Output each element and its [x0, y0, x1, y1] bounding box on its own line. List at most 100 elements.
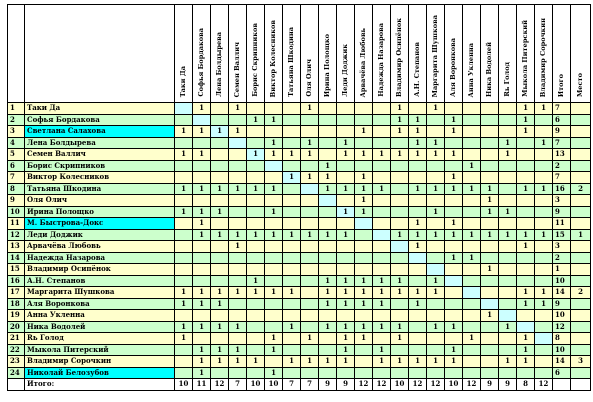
vote-cell: 1: [300, 228, 319, 241]
vote-cell: 1: [318, 228, 337, 241]
vote-cell: [462, 263, 481, 276]
column-total: 12: [426, 378, 445, 391]
vote-cell: [498, 343, 517, 356]
vote-cell: [462, 113, 481, 126]
vote-cell: [336, 217, 355, 230]
vote-cell: 1: [300, 102, 319, 115]
vote-cell: 1: [300, 148, 319, 161]
row-total: 2: [552, 159, 571, 172]
vote-cell: [498, 251, 517, 264]
vote-cell: [426, 240, 445, 253]
vote-cell: [444, 274, 463, 287]
vote-cell: 1: [300, 332, 319, 345]
row-total: 1: [552, 263, 571, 276]
vote-cell: 1: [462, 251, 481, 264]
vote-cell: [246, 309, 265, 322]
vote-cell: [462, 343, 481, 356]
vote-cell: 1: [426, 182, 445, 195]
vote-cell: [372, 125, 391, 138]
vote-cell: [336, 102, 355, 115]
vote-cell: [228, 113, 247, 126]
table-row: 21 Rь Голод 1 1 1 1 1 1 1 1 8: [7, 332, 591, 345]
vote-cell: [534, 171, 553, 184]
vote-cell: 1: [174, 286, 193, 299]
participant-name: Владимир Сорочкин: [24, 355, 175, 368]
column-header: Владимир Сорочкин: [534, 4, 553, 103]
vote-cell: [354, 355, 373, 368]
vote-cell: 1: [192, 217, 211, 230]
vote-cell: [408, 159, 427, 172]
vote-cell: [264, 125, 283, 138]
vote-cell: [228, 205, 247, 218]
row-total: 14: [552, 355, 571, 368]
vote-cell: [426, 125, 445, 138]
vote-cell: 1: [372, 355, 391, 368]
column-total: 9: [318, 378, 337, 391]
column-header: Борис Скрипников: [246, 4, 265, 103]
vote-cell: 1: [426, 286, 445, 299]
participant-name: Таки Да: [24, 102, 175, 115]
vote-cell: [228, 159, 247, 172]
vote-cell: [282, 194, 301, 207]
participant-name: Владимир Осипёнок: [24, 263, 175, 276]
vote-cell: 1: [444, 148, 463, 161]
vote-cell: [336, 309, 355, 322]
vote-cell: [336, 263, 355, 276]
vote-cell: [282, 113, 301, 126]
vote-cell: 1: [174, 332, 193, 345]
total-header: Итого: [552, 4, 571, 103]
vote-cell: 1: [228, 320, 247, 333]
vote-cell: [462, 171, 481, 184]
vote-cell: [462, 366, 481, 379]
vote-cell: [372, 332, 391, 345]
row-place: [570, 125, 591, 138]
vote-cell: [336, 113, 355, 126]
vote-cell: 1: [264, 182, 283, 195]
vote-cell: 1: [210, 125, 229, 138]
participant-name: Леди Доджик: [24, 228, 175, 241]
vote-cell: 1: [534, 182, 553, 195]
vote-cell: [372, 228, 391, 241]
vote-cell: 1: [210, 320, 229, 333]
vote-cell: [480, 125, 499, 138]
row-total: 13: [552, 148, 571, 161]
column-header: Rь Голод: [498, 4, 517, 103]
row-place: [570, 274, 591, 287]
column-header: Леди Доджик: [336, 4, 355, 103]
vote-cell: [210, 309, 229, 322]
vote-cell: 1: [498, 355, 517, 368]
vote-cell: 1: [408, 286, 427, 299]
vote-cell: [372, 136, 391, 149]
vote-cell: [390, 251, 409, 264]
vote-cell: 1: [192, 320, 211, 333]
vote-cell: 1: [336, 286, 355, 299]
row-number: 11: [7, 217, 25, 230]
vote-cell: 1: [408, 148, 427, 161]
vote-cell: 1: [390, 102, 409, 115]
vote-cell: 1: [444, 113, 463, 126]
vote-cell: [480, 102, 499, 115]
row-place: 2: [570, 286, 591, 299]
vote-cell: 1: [480, 309, 499, 322]
vote-cell: 1: [318, 171, 337, 184]
row-number: 23: [7, 355, 25, 368]
vote-cell: [282, 274, 301, 287]
vote-cell: 1: [336, 182, 355, 195]
vote-cell: [228, 251, 247, 264]
vote-cell: [408, 309, 427, 322]
vote-cell: 1: [210, 205, 229, 218]
participant-name: Семен Валлич: [24, 148, 175, 161]
vote-cell: 1: [390, 274, 409, 287]
vote-cell: 1: [174, 125, 193, 138]
table-row: 2 Софья Бордакова 1 1 1 1 1 1 6: [7, 113, 591, 126]
table-row: 1 Таки Да 1 1 1 1 1 1 1 7: [7, 102, 591, 115]
vote-cell: [390, 297, 409, 310]
vote-cell: 1: [300, 136, 319, 149]
vote-cell: [498, 171, 517, 184]
table-row: 15 Владимир Осипёнок 1 1: [7, 263, 591, 276]
vote-cell: 1: [192, 228, 211, 241]
vote-cell: 1: [264, 332, 283, 345]
vote-cell: [318, 332, 337, 345]
vote-cell: [480, 171, 499, 184]
column-header-label: Семен Валлич: [233, 41, 241, 97]
